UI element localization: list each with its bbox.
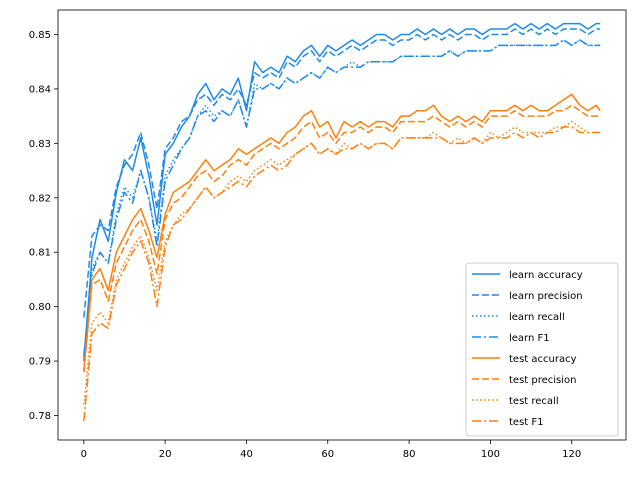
x-tick-label: 60 [321, 449, 334, 460]
x-tick-label: 40 [240, 449, 253, 460]
axes: 0 20 40 60 80 100 120 0.78 0.79 0.80 0.81 0.82 0.83 0… [29, 9, 627, 460]
legend-label: test accuracy [509, 354, 577, 365]
x-tick-label: 120 [562, 449, 581, 460]
y-tick-label: 0.83 [29, 139, 51, 150]
legend: learn accuracy learn precision learn recal… [465, 262, 619, 437]
y-tick-label: 0.78 [29, 411, 51, 422]
axes-frame [57, 9, 627, 441]
series-line-test-f1 [83, 126, 601, 422]
series-line-test-accuracy [83, 93, 601, 373]
plot-area [83, 22, 601, 422]
legend-label: learn precision [509, 291, 583, 302]
y-tick-label: 0.85 [29, 30, 51, 41]
legend-label: test recall [509, 396, 559, 407]
legend-label: learn recall [509, 312, 565, 323]
series-line-learn-f1 [83, 39, 601, 356]
y-tick-label: 0.79 [29, 357, 51, 368]
legend-label: learn accuracy [509, 270, 583, 281]
legend-box [465, 262, 619, 437]
x-tick-label: 80 [403, 449, 416, 460]
x-tick-label: 20 [159, 449, 172, 460]
series-line-learn-accuracy [83, 22, 601, 362]
legend-label: test F1 [509, 417, 544, 428]
x-tick-label: 100 [481, 449, 500, 460]
legend-label: test precision [509, 375, 577, 386]
series-line-test-recall [83, 120, 601, 405]
y-tick-label: 0.82 [29, 193, 51, 204]
y-tick-label: 0.81 [29, 248, 51, 259]
legend-label: learn F1 [509, 333, 550, 344]
y-tick-label: 0.80 [29, 302, 51, 313]
x-tick-label: 0 [81, 449, 87, 460]
series-line-test-precision [83, 104, 601, 373]
y-tick-label: 0.84 [29, 84, 51, 95]
